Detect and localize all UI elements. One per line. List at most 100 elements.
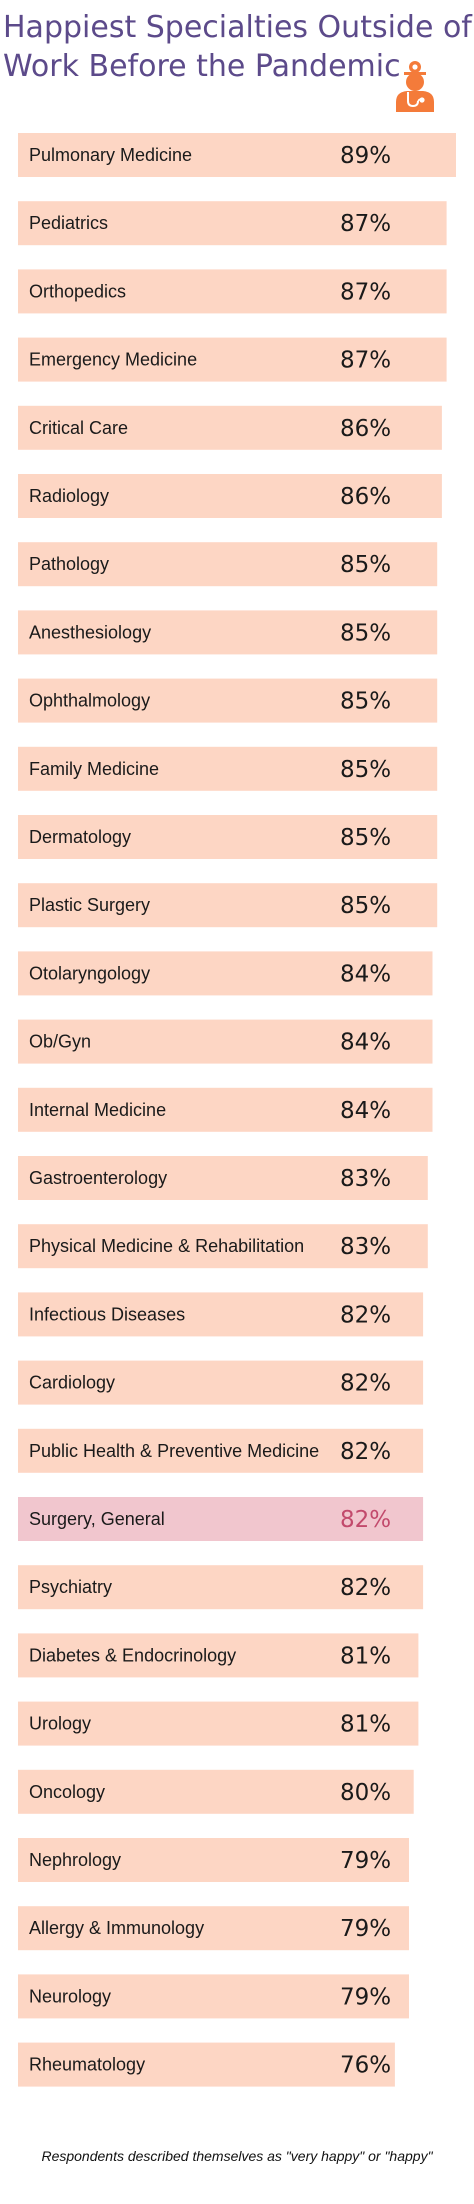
category-label: Surgery, General xyxy=(29,1509,165,1529)
value-label: 85% xyxy=(340,893,391,919)
bar-row-internal-medicine: Internal Medicine 84% xyxy=(18,1087,433,1132)
category-label: Plastic Surgery xyxy=(29,895,150,915)
value-label: 79% xyxy=(340,1848,391,1874)
category-label: Neurology xyxy=(29,1986,111,2006)
value-label: 81% xyxy=(340,1643,391,1669)
category-label: Orthopedics xyxy=(29,281,126,301)
bar-row-psychiatry: Psychiatry 82% xyxy=(18,1565,424,1610)
value-label: 82% xyxy=(340,1507,391,1533)
bar-row-plastic-surgery: Plastic Surgery 85% xyxy=(18,883,438,928)
bar xyxy=(18,1701,419,1746)
category-label: Internal Medicine xyxy=(29,1100,166,1120)
value-label: 86% xyxy=(340,416,391,442)
category-label: Cardiology xyxy=(29,1373,115,1393)
bar xyxy=(18,201,447,246)
value-label: 83% xyxy=(340,1234,391,1260)
category-label: Public Health & Preventive Medicine xyxy=(29,1441,319,1461)
value-label: 85% xyxy=(340,689,391,715)
value-label: 76% xyxy=(340,2053,391,2079)
category-label: Otolaryngology xyxy=(29,963,150,983)
bar-row-ophthalmology: Ophthalmology 85% xyxy=(18,678,438,723)
bar-row-dermatology: Dermatology 85% xyxy=(18,815,438,859)
category-label: Ob/Gyn xyxy=(29,1032,91,1052)
value-label: 85% xyxy=(340,825,391,851)
bar xyxy=(18,2042,395,2087)
bar-row-public-health-and-preventive-medicine: Public Health & Preventive Medicine 82% xyxy=(18,1428,424,1473)
bar xyxy=(18,337,447,382)
bar-row-orthopedics: Orthopedics 87% xyxy=(18,269,447,314)
value-label: 82% xyxy=(340,1575,391,1601)
bar-row-critical-care: Critical Care 86% xyxy=(18,405,442,450)
category-label: Gastroenterology xyxy=(29,1168,167,1188)
bar-row-pediatrics: Pediatrics 87% xyxy=(18,201,447,246)
bar xyxy=(18,746,438,791)
value-label: 85% xyxy=(340,552,391,578)
category-label: Rheumatology xyxy=(29,2055,145,2075)
category-label: Radiology xyxy=(29,486,109,506)
bar xyxy=(18,1087,433,1132)
category-label: Physical Medicine & Rehabilitation xyxy=(29,1236,304,1256)
bar-row-diabetes-and-endocrinology: Diabetes & Endocrinology 81% xyxy=(18,1633,419,1678)
bar xyxy=(18,1838,409,1882)
bar xyxy=(18,1633,419,1678)
doctor-icon xyxy=(396,61,434,112)
bar xyxy=(18,1428,424,1473)
bar xyxy=(18,1156,428,1200)
category-label: Anesthesiology xyxy=(29,622,151,642)
category-label: Ophthalmology xyxy=(29,691,150,711)
bar xyxy=(18,474,442,518)
category-label: Pediatrics xyxy=(29,213,108,233)
bar xyxy=(18,542,438,587)
bar-row-surgery-general: Surgery, General 82% xyxy=(18,1497,424,1541)
bar-row-gastroenterology: Gastroenterology 83% xyxy=(18,1156,428,1200)
bar xyxy=(18,1769,414,1814)
bar-row-otolaryngology: Otolaryngology 84% xyxy=(18,951,433,996)
bar-row-oncology: Oncology 80% xyxy=(18,1769,414,1814)
category-label: Infectious Diseases xyxy=(29,1304,185,1324)
category-label: Diabetes & Endocrinology xyxy=(29,1645,236,1665)
bar xyxy=(18,1565,424,1610)
category-label: Critical Care xyxy=(29,418,128,438)
value-label: 79% xyxy=(340,1984,391,2010)
value-label: 87% xyxy=(340,211,391,237)
category-label: Dermatology xyxy=(29,827,131,847)
bar-row-neurology: Neurology 79% xyxy=(18,1974,409,2019)
category-label: Psychiatry xyxy=(29,1577,112,1597)
bar xyxy=(18,405,442,450)
bar xyxy=(18,1360,424,1405)
bar-row-family-medicine: Family Medicine 85% xyxy=(18,746,438,791)
value-label: 89% xyxy=(340,143,391,169)
title-line-1: Happiest Specialties Outside of xyxy=(3,10,472,45)
bar-row-pulmonary-medicine: Pulmonary Medicine 89% xyxy=(18,133,456,177)
bar xyxy=(18,883,438,928)
value-label: 79% xyxy=(340,1916,391,1942)
value-label: 84% xyxy=(340,1098,391,1124)
value-label: 87% xyxy=(340,279,391,305)
value-label: 82% xyxy=(340,1439,391,1465)
bar-row-anesthesiology: Anesthesiology 85% xyxy=(18,610,438,655)
category-label: Allergy & Immunology xyxy=(29,1918,204,1938)
value-label: 82% xyxy=(340,1302,391,1328)
bar xyxy=(18,678,438,723)
bar-row-ob-gyn: Ob/Gyn 84% xyxy=(18,1019,433,1064)
bar xyxy=(18,1224,428,1269)
bar xyxy=(18,815,438,859)
category-label: Family Medicine xyxy=(29,759,159,779)
category-label: Emergency Medicine xyxy=(29,350,197,370)
category-label: Pathology xyxy=(29,554,109,574)
value-label: 87% xyxy=(340,348,391,374)
value-label: 84% xyxy=(340,961,391,987)
value-label: 81% xyxy=(340,1712,391,1738)
bar xyxy=(18,951,433,996)
value-label: 84% xyxy=(340,1030,391,1056)
bar xyxy=(18,133,456,177)
value-label: 85% xyxy=(340,620,391,646)
bar-row-physical-medicine-and-rehabilitation: Physical Medicine & Rehabilitation 83% xyxy=(18,1224,428,1269)
value-label: 80% xyxy=(340,1780,391,1806)
value-label: 85% xyxy=(340,757,391,783)
bar-row-allergy-and-immunology: Allergy & Immunology 79% xyxy=(18,1906,409,1951)
bar xyxy=(18,269,447,314)
bar-row-urology: Urology 81% xyxy=(18,1701,419,1746)
footnote: Respondents described themselves as "ver… xyxy=(41,2148,433,2164)
